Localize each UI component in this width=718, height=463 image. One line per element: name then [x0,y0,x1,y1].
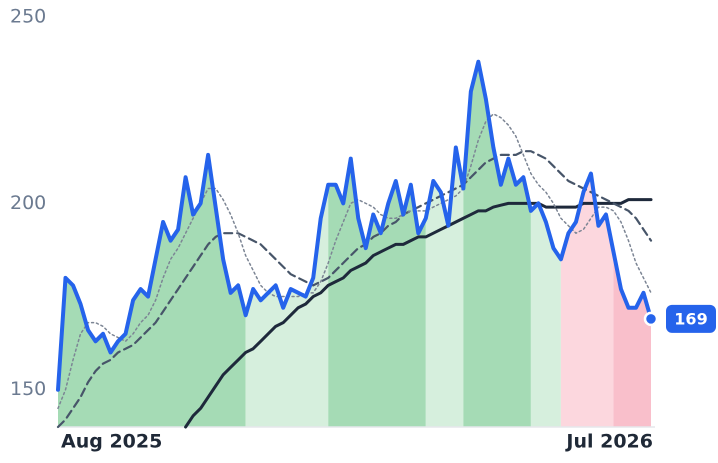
area-zone [530,203,561,427]
x-tick-label: Aug 2025 [61,431,162,453]
area-zone [328,158,426,427]
area-zone [58,154,246,427]
y-tick-label: 150 [10,378,46,400]
series-line [56,150,653,429]
area-zone [463,61,531,427]
x-tick-label: Jul 2026 [564,431,653,453]
y-tick-label: 250 [10,6,46,28]
last-value-badge [666,304,716,333]
area-zone [560,173,614,427]
area-zone [245,184,329,427]
last-value-label: 169 [674,309,707,328]
area-zone [425,147,464,427]
series-line [56,59,653,392]
last-point [643,311,659,327]
y-tick-label: 200 [10,192,46,214]
series-line [184,198,653,429]
series-line [57,113,652,410]
